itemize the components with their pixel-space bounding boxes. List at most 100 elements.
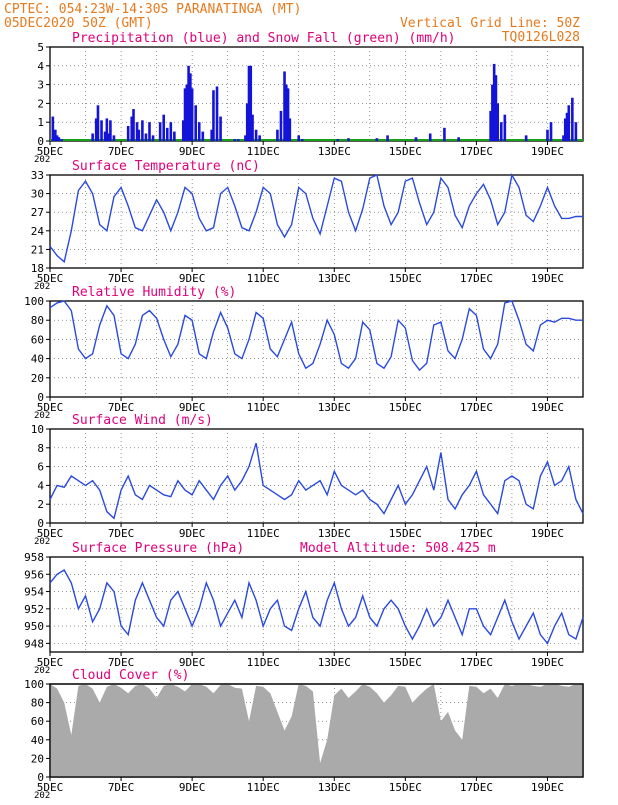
pressure-xtick-label: 17DEC <box>460 656 493 669</box>
rain-bar <box>126 125 130 141</box>
cloud-xtick-label: 13DEC <box>318 781 351 794</box>
rain-bar <box>279 110 283 141</box>
cloud-xtick-label: 7DEC <box>108 781 135 794</box>
precip-frame <box>49 46 584 142</box>
rain-bar <box>210 129 213 141</box>
rh-ytick-label: 20 <box>31 372 44 385</box>
temp-ytick-label: 27 <box>31 206 44 219</box>
pressure-ytick-label: 958 <box>24 551 44 564</box>
rain-bar <box>251 114 254 141</box>
rain-bar <box>283 71 286 141</box>
rh-frame <box>49 300 584 398</box>
rain-bar <box>300 139 304 141</box>
cloud-xtick-label: 9DEC <box>179 781 206 794</box>
temp-panel: 18 21 24 27 30 33 5DEC 7DEC 9DEC 11DEC 13DEC 15DEC 1… <box>31 159 584 292</box>
rain-bar <box>524 135 528 141</box>
rain-bar <box>567 105 571 141</box>
temp-xtick-label: 7DEC <box>108 272 135 285</box>
rain-bar <box>165 127 169 141</box>
precip-xtick-label: 11DEC <box>247 145 280 158</box>
wind-title: Surface Wind (m/s) <box>72 413 213 428</box>
precip-xtick-label: 15DEC <box>389 145 422 158</box>
rain-bar <box>254 129 258 141</box>
cloud-xtick-label: 5DEC <box>37 781 64 794</box>
wind-ytick-label: 8 <box>37 442 44 455</box>
rain-bar <box>144 133 148 141</box>
cloud-ytick-label: 20 <box>31 752 44 765</box>
precip-xtick-label: 7DEC <box>108 145 135 158</box>
rain-bar <box>443 127 446 141</box>
rain-bar <box>247 65 251 141</box>
header-model-code: TQ0126L028 <box>502 30 580 45</box>
cloud-ytick-label: 60 <box>31 715 44 728</box>
rh-panel: 0 20 40 60 80 100 5DEC 7DEC 9DEC 11DEC 13DEC 15DEC 1… <box>24 285 584 421</box>
header-run-time: 05DEC2020 50Z (GMT) <box>4 16 153 31</box>
temp-xtick-label: 15DEC <box>389 272 422 285</box>
rh-xtick-label: 19DEC <box>531 401 564 414</box>
precip-ytick-label: 2 <box>37 97 44 110</box>
rain-bar <box>151 135 155 141</box>
header-grid-line-note: Vertical Grid Line: 50Z <box>400 16 580 31</box>
rain-bar <box>233 139 237 141</box>
rain-bar <box>215 86 219 141</box>
rh-xtick-label: 11DEC <box>247 401 280 414</box>
rain-bar <box>173 131 176 141</box>
rain-bar <box>91 133 94 141</box>
rh-xtick-label: 9DEC <box>179 401 206 414</box>
rain-bar <box>130 116 134 141</box>
rain-bar <box>132 109 135 141</box>
rain-bar <box>503 114 507 141</box>
temp-ytick-label: 21 <box>31 243 44 256</box>
rh-xtick-label: 13DEC <box>318 401 351 414</box>
precip-ytick-label: 0 <box>37 135 44 148</box>
cloud-area <box>50 684 583 777</box>
pressure-ytick-label: 954 <box>24 586 44 599</box>
rain-bar <box>565 112 569 141</box>
precip-panel: 0 1 2 3 4 5 5DEC 7DEC 9DEC 11DEC 13DEC 15DEC 17DEC 19… <box>34 31 584 165</box>
pressure-subtitle: Model Altitude: 508.425 m <box>300 541 496 556</box>
pressure-panel: 948 950 952 954 956 958 5DEC 7DEC 9DEC 11DEC 13DEC… <box>24 541 584 676</box>
wind-panel: 0 2 4 6 8 10 5DEC 7DEC 9DEC 11DEC 13DEC 15DEC 17DEC 1… <box>31 413 584 547</box>
rain-bar <box>571 97 574 141</box>
precip-ytick-label: 4 <box>37 60 44 73</box>
rain-bar <box>288 118 292 141</box>
pressure-xtick-label: 9DEC <box>179 656 206 669</box>
rain-bar <box>245 103 249 141</box>
rain-bar <box>276 129 279 141</box>
rain-bar <box>197 122 201 141</box>
rain-bar <box>135 122 139 141</box>
rain-bar <box>244 135 247 141</box>
pressure-year-label: 202 <box>34 666 50 676</box>
rh-ytick-label: 100 <box>24 295 44 308</box>
pressure-xtick-label: 15DEC <box>389 656 422 669</box>
wind-year-label: 202 <box>34 537 50 547</box>
rain-bar <box>185 84 189 141</box>
cloud-ytick-label: 100 <box>24 678 44 691</box>
rain-bar <box>297 135 301 141</box>
precip-xtick-label: 5DEC <box>37 145 64 158</box>
rain-bar <box>148 122 151 141</box>
rain-bar <box>194 105 197 141</box>
pressure-xtick-label: 19DEC <box>531 656 564 669</box>
rain-bar <box>489 110 492 141</box>
precip-title: Precipitation (blue) and Snow Fall (gree… <box>72 31 456 46</box>
pressure-frame <box>49 556 584 653</box>
cloud-frame-top <box>49 683 584 778</box>
rain-bar <box>107 133 110 141</box>
temp-ytick-label: 18 <box>31 262 44 275</box>
cloud-ytick-label: 80 <box>31 697 44 710</box>
rain-bar <box>201 131 205 141</box>
rain-bar <box>496 103 500 141</box>
rh-year-label: 202 <box>34 411 50 421</box>
pressure-xtick-label: 13DEC <box>318 656 351 669</box>
wind-series-line <box>49 442 584 520</box>
cloud-xtick-label: 19DEC <box>531 781 564 794</box>
precip-year-label: 202 <box>34 155 50 165</box>
rain-bar <box>347 138 350 141</box>
wind-ytick-label: 10 <box>31 423 44 436</box>
rain-bar <box>237 139 240 141</box>
pressure-title: Surface Pressure (hPa) <box>72 541 244 556</box>
cloud-xtick-label: 11DEC <box>247 781 280 794</box>
temp-ytick-label: 30 <box>31 188 44 201</box>
